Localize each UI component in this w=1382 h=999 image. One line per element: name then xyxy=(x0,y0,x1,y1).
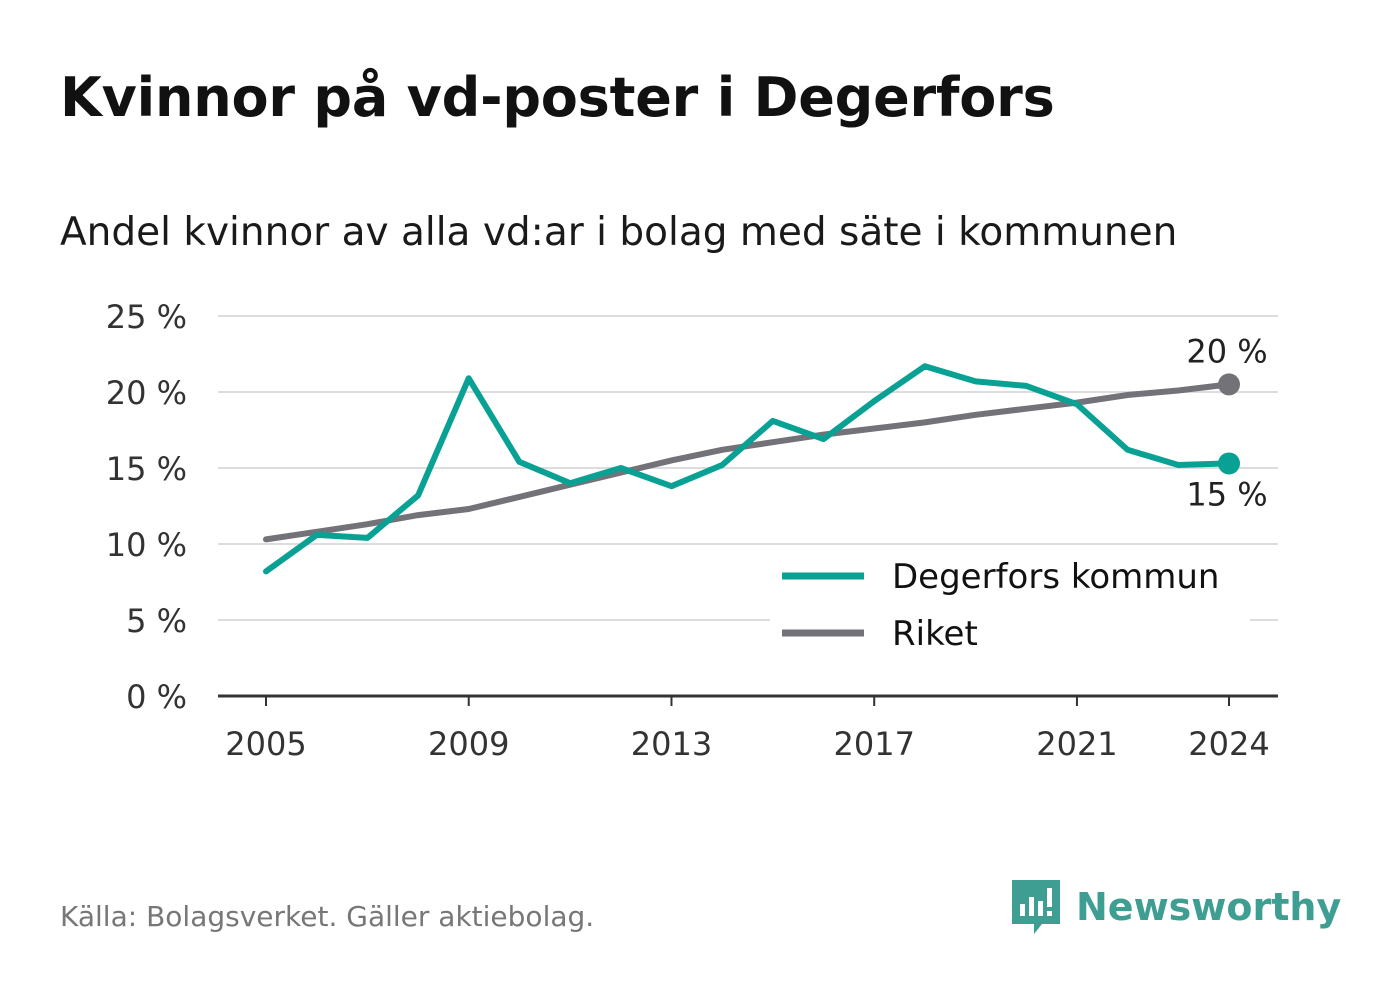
chart-subtitle: Andel kvinnor av alla vd:ar i bolag med … xyxy=(60,210,1178,255)
y-tick-label: 5 % xyxy=(126,602,187,640)
newsworthy-logo-icon xyxy=(1012,880,1060,934)
page-title: Kvinnor på vd-poster i Degerfors xyxy=(60,66,1055,129)
series-line-degerfors xyxy=(263,363,1232,575)
end-value-label: 15 % xyxy=(1186,475,1267,513)
y-tick-label: 15 % xyxy=(106,450,187,488)
end-labels: 15 % 20 % xyxy=(1186,332,1267,513)
y-tick-label: 20 % xyxy=(106,374,187,412)
x-axis-ticks: 2005 2009 2013 2017 2021 2024 xyxy=(225,696,1270,763)
y-tick-label: 10 % xyxy=(106,526,187,564)
grid-lines xyxy=(218,315,1278,698)
y-tick-label: 25 % xyxy=(106,298,187,336)
x-tick-label: 2024 xyxy=(1188,725,1269,763)
end-value-label: 20 % xyxy=(1186,332,1267,370)
series-lines xyxy=(263,363,1240,575)
x-tick-label: 2017 xyxy=(833,725,914,763)
x-tick-label: 2005 xyxy=(225,725,306,763)
brand-name: Newsworthy xyxy=(1076,885,1342,929)
source-note: Källa: Bolagsverket. Gäller aktiebolag. xyxy=(60,900,595,933)
y-tick-label: 0 % xyxy=(126,678,187,716)
end-point-marker xyxy=(1218,373,1240,396)
end-point-marker xyxy=(1218,452,1240,475)
x-tick-label: 2021 xyxy=(1036,725,1117,763)
legend-label: Riket xyxy=(892,614,978,654)
legend: Degerfors kommun Riket xyxy=(770,545,1250,655)
brand-logo: Newsworthy xyxy=(1010,878,1341,936)
x-tick-label: 2013 xyxy=(631,725,712,763)
legend-background xyxy=(770,545,1250,655)
x-tick-label: 2009 xyxy=(428,725,509,763)
y-axis-ticks: 0 % 5 % 10 % 15 % 20 % 25 % xyxy=(106,298,187,716)
legend-label: Degerfors kommun xyxy=(892,557,1219,597)
